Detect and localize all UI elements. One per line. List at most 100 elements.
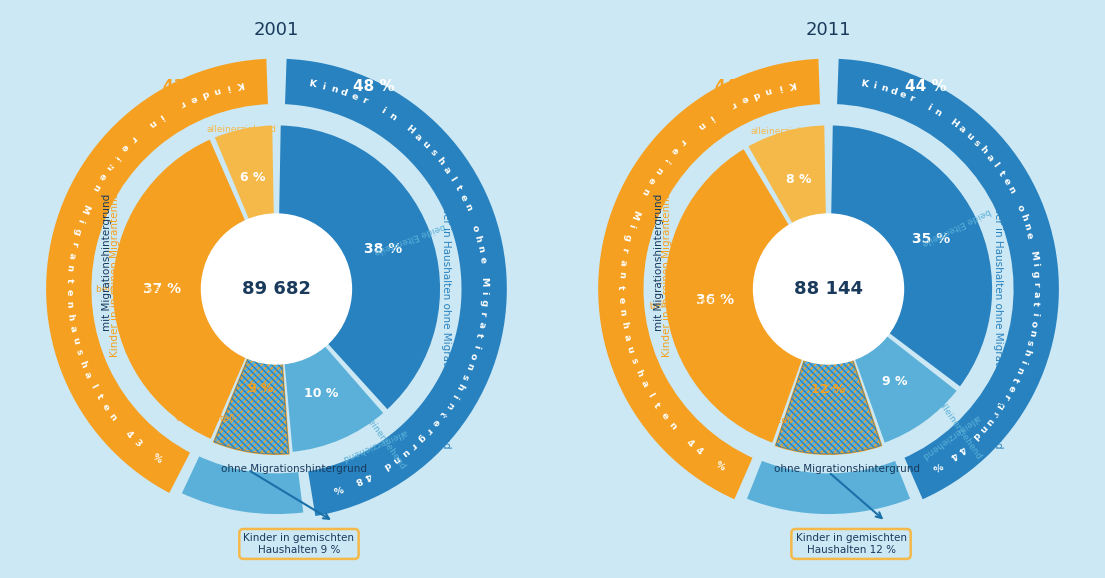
Text: i: i [112,153,120,161]
Text: i: i [76,217,85,223]
Text: s: s [1024,339,1034,347]
Text: h: h [633,368,644,377]
Text: n: n [475,245,485,253]
Text: n: n [617,271,627,279]
Text: 4: 4 [124,429,135,440]
Text: alleinerziehend: alleinerziehend [360,409,408,472]
Text: n: n [1027,329,1036,338]
Text: mit Migrationshintergrund: mit Migrationshintergrund [654,194,664,331]
Text: n: n [1006,185,1017,195]
Text: d: d [200,88,210,99]
Text: t: t [94,392,104,401]
Text: 6 %: 6 % [241,171,266,184]
Text: r: r [69,240,78,247]
Wedge shape [829,289,958,444]
Text: t: t [652,401,662,410]
Text: n: n [64,301,74,308]
Text: o: o [1029,320,1039,327]
Text: 4: 4 [694,446,705,457]
Text: a: a [621,333,632,342]
Text: i: i [225,82,231,92]
Text: n: n [329,84,338,95]
Text: M: M [480,276,488,286]
Wedge shape [44,57,270,496]
Text: n: n [653,165,664,175]
Text: i: i [625,223,635,229]
Text: t: t [474,332,484,339]
Text: e: e [349,91,359,102]
Text: n: n [933,107,943,118]
Text: e: e [646,175,657,186]
Text: h: h [1021,347,1032,357]
Text: i: i [1030,262,1040,267]
Text: e: e [898,90,907,100]
Text: n: n [387,111,398,123]
Wedge shape [747,124,829,289]
Text: 48 %: 48 % [354,79,394,94]
Text: h: h [1018,212,1029,222]
Text: e: e [431,417,441,427]
Text: r: r [729,99,737,109]
Text: ein Elternteil: ein Elternteil [735,416,792,425]
Text: n: n [666,420,677,431]
Wedge shape [180,454,305,516]
Text: a: a [476,321,486,328]
Text: n: n [391,453,401,464]
Text: e: e [96,171,107,181]
Wedge shape [835,57,1061,502]
Text: t: t [453,184,463,192]
Text: %: % [714,460,726,472]
Wedge shape [283,57,509,518]
Text: a: a [66,252,76,260]
Text: l: l [645,391,654,399]
Text: 8: 8 [354,475,364,486]
Text: 37 %: 37 % [144,283,181,297]
Text: %: % [333,481,344,493]
Text: 44 %: 44 % [715,79,757,94]
Wedge shape [596,57,822,502]
Text: i: i [662,155,671,164]
Text: beide Elternteile: beide Elternteile [649,295,725,311]
Text: d: d [339,87,349,98]
Text: a: a [618,259,628,266]
Text: n: n [443,399,454,410]
Text: a: a [639,379,650,389]
Text: n: n [977,423,988,434]
Text: t: t [438,409,448,418]
Text: a: a [412,132,423,142]
Wedge shape [276,289,386,453]
Text: n: n [65,264,75,272]
Text: d: d [382,459,392,470]
Text: H: H [404,124,415,136]
Text: Kinder in Haushalten ohne Migrationshintergrund: Kinder in Haushalten ohne Migrationshint… [993,190,1003,449]
Text: r: r [990,409,1000,418]
Wedge shape [664,147,829,444]
Text: 89 682: 89 682 [242,280,311,298]
Text: e: e [617,297,625,303]
Text: u: u [624,344,635,354]
Text: Kinder in gemischten
Haushalten 9 %: Kinder in gemischten Haushalten 9 % [243,533,355,555]
Text: ohne Migrationshintergrund: ohne Migrationshintergrund [774,465,919,475]
Text: r: r [907,94,916,103]
Text: alleinerziehend: alleinerziehend [340,428,408,464]
Text: i: i [1030,312,1040,316]
Text: Kinder in in reinen Migrantenhaushalten: Kinder in in reinen Migrantenhaushalten [662,146,672,357]
Text: mit Migrationshintergrund: mit Migrationshintergrund [102,194,112,331]
Text: a: a [1032,291,1041,298]
Text: e: e [189,93,199,104]
Text: 44 %: 44 % [905,79,947,94]
Text: K: K [308,79,317,90]
Text: M: M [629,208,641,220]
Text: n: n [880,84,888,94]
Text: 38 %: 38 % [364,242,402,256]
Text: ein Elternteil: ein Elternteil [176,414,234,423]
Text: g: g [1031,271,1041,278]
Text: d: d [751,89,761,99]
Text: r: r [179,99,187,109]
Text: e: e [64,289,73,295]
Text: u: u [399,447,410,458]
Text: e: e [1024,231,1034,240]
Text: r: r [128,134,138,144]
Text: alleinerziehend: alleinerziehend [207,125,276,135]
Text: r: r [409,440,418,450]
